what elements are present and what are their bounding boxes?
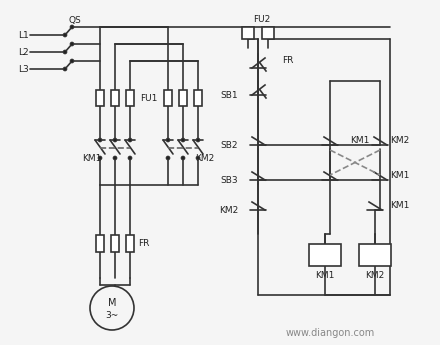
Text: KM2: KM2 [195,154,214,162]
Bar [111,235,119,252]
Circle shape [63,33,66,37]
Bar [164,90,172,106]
Circle shape [70,26,73,29]
Circle shape [63,50,66,53]
Text: www.diangon.com: www.diangon.com [286,328,374,338]
Bar [126,235,134,252]
Circle shape [99,138,102,141]
Text: FU1: FU1 [140,93,158,102]
Circle shape [128,157,132,159]
Text: L1: L1 [18,30,29,39]
Text: FR: FR [282,56,293,65]
Text: KM1: KM1 [390,170,409,179]
Text: KM2: KM2 [365,270,385,279]
Text: FU2: FU2 [253,14,271,23]
Circle shape [70,42,73,46]
Circle shape [197,138,199,141]
Circle shape [182,157,184,159]
Circle shape [197,157,199,159]
Circle shape [182,138,184,141]
Text: KM1: KM1 [315,270,335,279]
Text: L3: L3 [18,65,29,73]
Bar [111,90,119,106]
Circle shape [114,157,117,159]
Text: 3~: 3~ [105,310,119,319]
Bar [96,90,104,106]
Bar [309,244,341,266]
Bar [179,90,187,106]
Text: SB2: SB2 [220,140,238,149]
Circle shape [166,157,169,159]
Circle shape [63,68,66,70]
Circle shape [128,138,132,141]
Bar [359,244,391,266]
Text: SB1: SB1 [220,90,238,99]
Circle shape [99,157,102,159]
Bar [242,27,254,39]
Circle shape [114,138,117,141]
Bar [126,90,134,106]
Bar [194,90,202,106]
Text: FR: FR [138,238,149,247]
Bar [262,27,274,39]
Circle shape [166,138,169,141]
Text: KM1: KM1 [82,154,101,162]
Text: KM2: KM2 [390,136,409,145]
Text: KM2: KM2 [219,206,238,215]
Text: QS: QS [69,16,81,24]
Text: L2: L2 [18,48,29,57]
Text: SB3: SB3 [220,176,238,185]
Bar [96,235,104,252]
Circle shape [70,59,73,62]
Text: KM1: KM1 [390,200,409,209]
Text: M: M [108,298,116,308]
Text: KM1: KM1 [350,136,370,145]
